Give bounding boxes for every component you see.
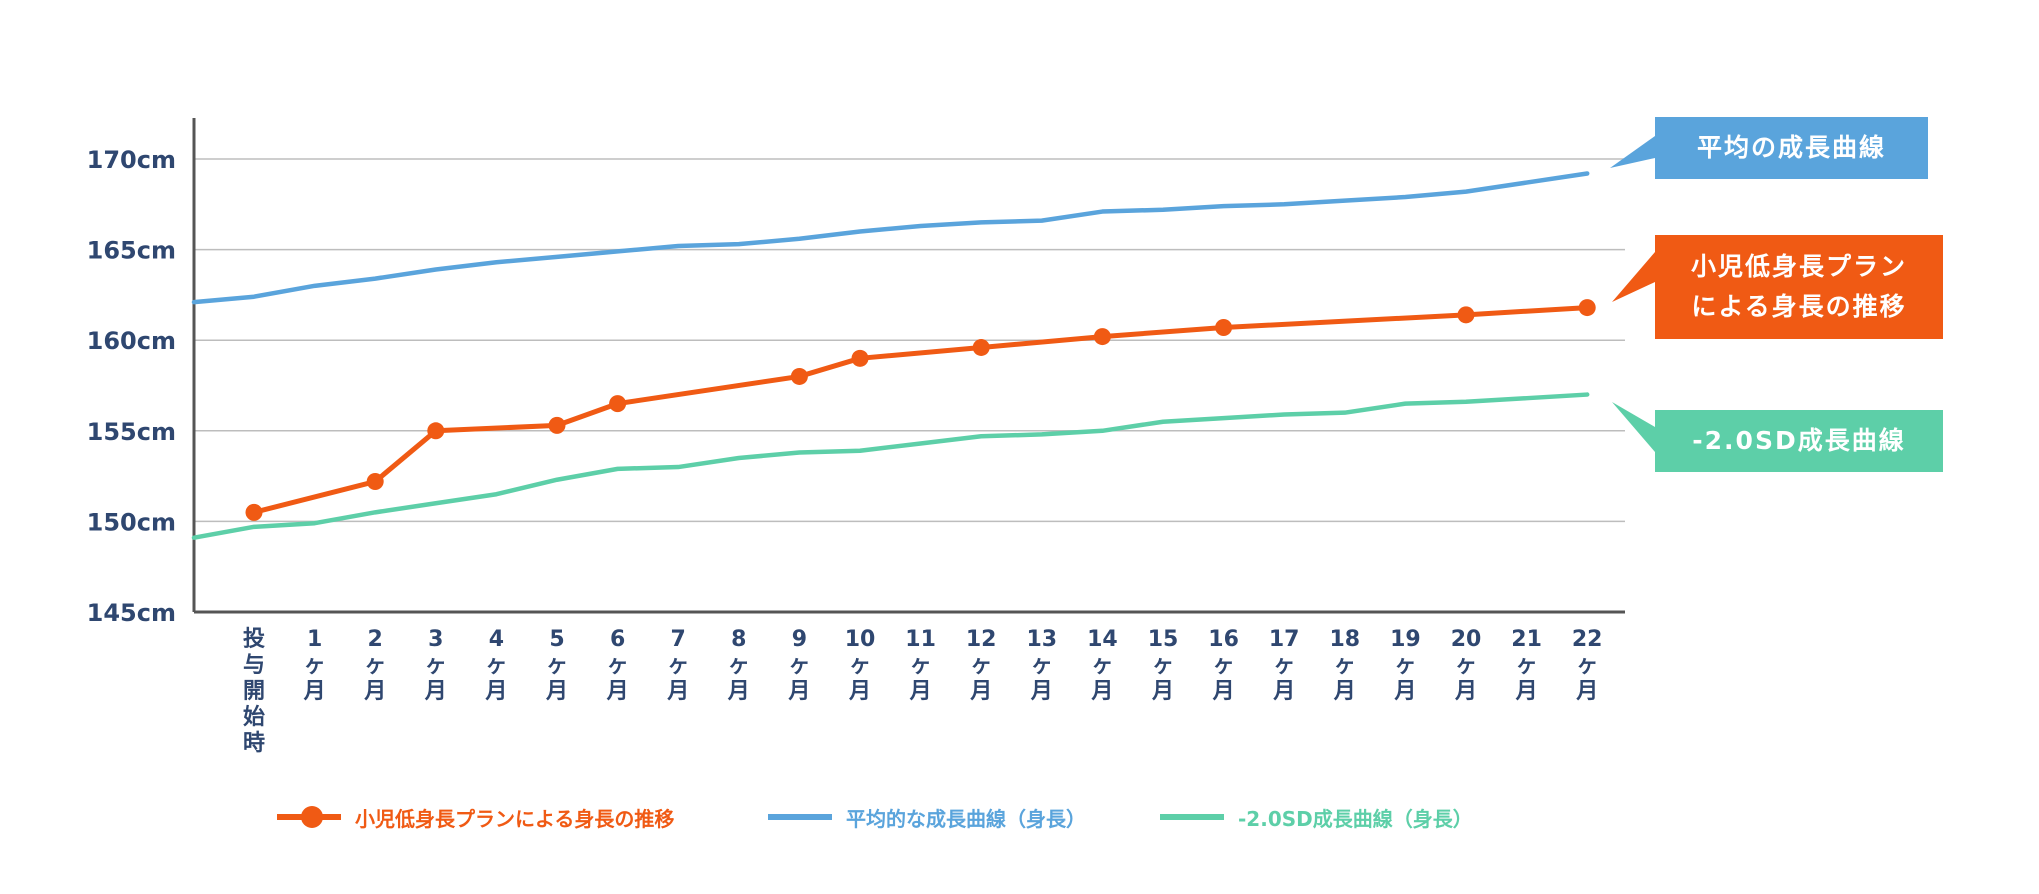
x-tick-8: 8 ヶ月 [727,627,750,704]
series-2-point-3 [548,416,566,434]
legend-label-average: 平均的な成長曲線（身長） [846,806,1086,831]
callout-plan-curve: 小児低身長プラン による身長の推移 [1655,235,1943,339]
x-tick-19: 19 ヶ月 [1390,627,1421,704]
x-tick-15: 15 ヶ月 [1148,627,1179,704]
legend-item-minus-2sd: -2.0SD成長曲線（身長） [1160,802,1473,832]
x-tick-13: 13 ヶ月 [1026,627,1057,704]
series-2-point-9 [1215,319,1233,337]
y-tick-170: 170cm [87,146,176,174]
series-2-point-10 [1457,306,1475,324]
grid-lines [194,158,1625,523]
y-tick-160: 160cm [87,327,176,355]
legend-swatch-minus-2sd [1160,814,1224,820]
callout-minus-2sd-curve-label: -2.0SD成長曲線 [1692,426,1906,455]
callout-average-curve-label: 平均の成長曲線 [1696,133,1886,162]
callout-pointer-2 [1612,402,1655,452]
callout-pointer-0 [1610,136,1655,168]
x-tick-5: 5 ヶ月 [545,627,568,704]
x-tick-11: 11 ヶ月 [905,627,936,704]
callout-average-curve: 平均の成長曲線 [1655,117,1928,179]
callout-plan-curve-line-2: による身長の推移 [1691,292,1907,321]
x-tick-21: 21 ヶ月 [1511,627,1542,704]
legend-swatch-average [768,814,832,820]
y-tick-165: 165cm [87,237,176,265]
y-tick-150: 150cm [87,508,176,536]
series-line-0 [191,171,1590,305]
series-2-point-5 [790,367,808,385]
series-line-1 [191,392,1590,540]
series-2-point-7 [972,338,990,356]
callout-minus-2sd-curve: -2.0SD成長曲線 [1655,410,1943,472]
legend-label-minus-2sd: -2.0SD成長曲線（身長） [1238,806,1473,831]
x-tick-6: 6 ヶ月 [606,627,629,704]
x-tick-16: 16 ヶ月 [1208,627,1239,704]
y-tick-155: 155cm [87,418,176,446]
legend-label-plan: 小児低身長プランによる身長の推移 [355,806,675,831]
legend-marker-plan [301,806,323,828]
x-tick-14: 14 ヶ月 [1087,627,1118,704]
y-tick-145: 145cm [87,599,176,627]
x-tick-4: 4 ヶ月 [484,627,507,704]
legend-item-plan: 小児低身長プランによる身長の推移 [277,802,674,832]
series-2-point-8 [1093,328,1111,346]
x-axis-tick-labels: 投与開始時 1 ヶ月 2 ヶ月 3 ヶ月 4 ヶ月 5 ヶ月 6 ヶ月 7 ヶ月 8 ヶ月 9 ヶ月 10 ヶ月 11 ヶ月… [243,627,1603,756]
series-2-point-6 [851,349,869,367]
x-tick-20: 20 ヶ月 [1451,627,1482,704]
callout-pointer-1 [1612,252,1655,302]
series-2-point-1 [366,473,384,491]
legend-swatch-plan [277,806,341,828]
x-tick-2: 2 ヶ月 [363,627,386,704]
x-tick-12: 12 ヶ月 [966,627,997,704]
data-series [191,171,1596,540]
series-2-point-0 [245,503,263,521]
legend-item-average: 平均的な成長曲線（身長） [768,802,1086,832]
x-tick-18: 18 ヶ月 [1329,627,1360,704]
series-2-point-2 [427,422,445,440]
x-tick-9: 9 ヶ月 [787,627,810,704]
x-tick-10: 10 ヶ月 [845,627,876,704]
x-tick-1: 1 ヶ月 [303,627,326,704]
x-tick-7: 7 ヶ月 [666,627,689,704]
x-tick-22: 22 ヶ月 [1572,627,1603,704]
axes [192,118,1625,614]
x-tick-17: 17 ヶ月 [1269,627,1300,704]
callout-plan-curve-line-1: 小児低身長プラン [1690,252,1907,281]
callout-pointers [1610,136,1655,452]
series-2-point-4 [609,395,627,413]
series-2-point-11 [1578,299,1596,317]
y-axis-tick-labels: 170cm 165cm 160cm 155cm 150cm 145cm [87,146,176,627]
series-line-2 [251,305,1590,515]
x-tick-3: 3 ヶ月 [424,627,447,704]
x-tick-0: 投与開始時 [243,627,265,756]
